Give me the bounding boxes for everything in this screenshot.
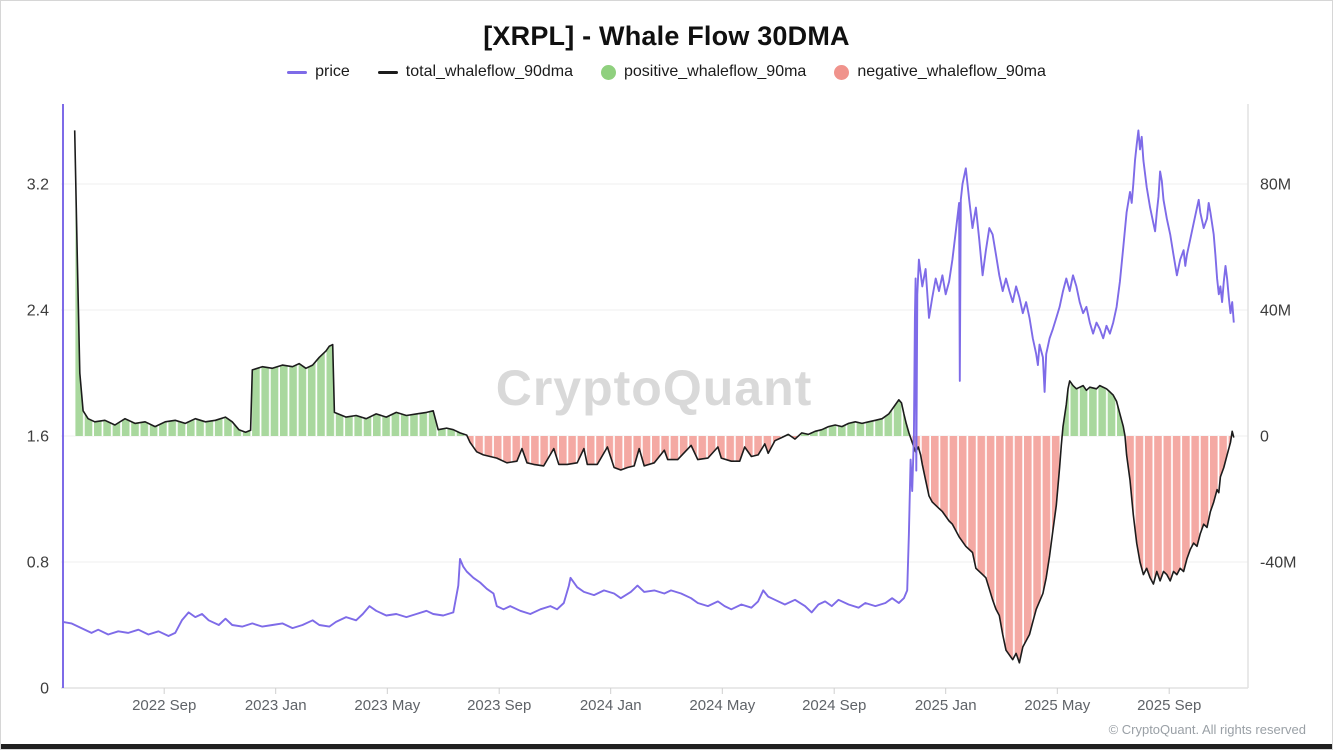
page-title: [XRPL] - Whale Flow 30DMA (483, 21, 850, 51)
left-axis-label: 0 (40, 681, 49, 698)
legend-item-price[interactable]: price (287, 63, 350, 81)
x-axis-label: 2024 Sep (802, 697, 866, 714)
negative-whaleflow-area (74, 436, 1234, 663)
right-axis-label: 0 (1260, 429, 1269, 446)
right-axis-label: -40M (1260, 555, 1296, 572)
left-axis-label: 2.4 (27, 303, 49, 320)
x-axis-label: 2024 May (689, 697, 755, 714)
left-axis-label: 0.8 (27, 555, 49, 572)
legend-label: positive_whaleflow_90ma (624, 63, 807, 80)
left-axis-label: 1.6 (27, 429, 49, 446)
legend-label: total_whaleflow_90dma (405, 63, 573, 80)
x-axis-label: 2025 Jan (915, 697, 977, 714)
legend-item-positive_whaleflow_90ma[interactable]: positive_whaleflow_90ma (601, 63, 806, 81)
legend-item-total_whaleflow_90dma[interactable]: total_whaleflow_90dma (377, 63, 573, 81)
window-bottom-edge (1, 744, 1332, 749)
x-axis-label: 2023 May (354, 697, 420, 714)
price-line (62, 129, 1235, 637)
legend-dot-swatch (834, 64, 850, 80)
legend-label: price (315, 63, 350, 80)
legend-line-swatch (377, 70, 398, 74)
legend-dot-swatch (601, 64, 616, 80)
x-axis-label: 2023 Jan (245, 697, 307, 714)
copyright-note: © CryptoQuant. All rights reserved (1108, 722, 1306, 737)
chart-legend: price total_whaleflow_90dma positive_whale… (1, 63, 1332, 81)
right-axis-label: 40M (1260, 303, 1291, 320)
x-axis-label: 2023 Sep (467, 697, 531, 714)
legend-line-swatch (287, 70, 308, 74)
legend-label: negative_whaleflow_90ma (857, 63, 1046, 80)
right-axis-label: 80M (1260, 177, 1291, 194)
legend-item-negative_whaleflow_90ma[interactable]: negative_whaleflow_90ma (834, 63, 1046, 81)
x-axis-label: 2025 May (1024, 697, 1090, 714)
x-axis-label: 2025 Sep (1137, 697, 1201, 714)
positive-whaleflow-area (74, 130, 1234, 436)
x-axis-label: 2024 Jan (580, 697, 642, 714)
total-whaleflow-line (73, 130, 1235, 664)
x-axis-label: 2022 Sep (132, 697, 196, 714)
left-axis-label: 3.2 (27, 177, 49, 194)
